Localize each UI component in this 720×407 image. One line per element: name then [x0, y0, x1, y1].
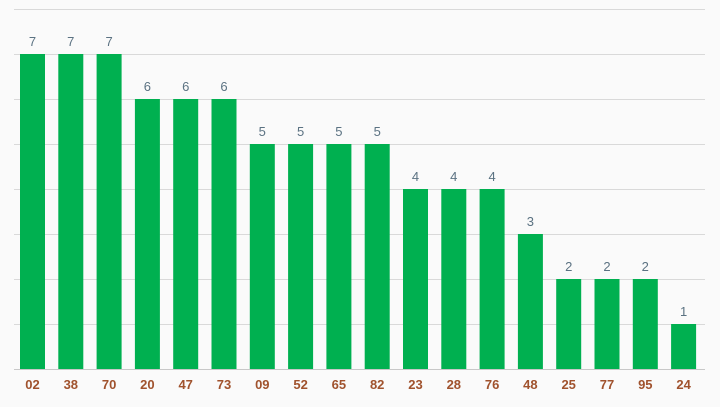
- value-label-76: 4: [488, 169, 495, 184]
- value-label-38: 7: [67, 34, 74, 49]
- value-label-48: 3: [527, 214, 534, 229]
- category-label-76: 76: [485, 377, 499, 392]
- value-label-95: 2: [642, 259, 649, 274]
- category-label-28: 28: [447, 377, 461, 392]
- bar-65: [326, 144, 352, 369]
- bar-47: [173, 99, 199, 369]
- bar-73: [211, 99, 237, 369]
- bar-09: [249, 144, 275, 369]
- grid-lines: [14, 9, 705, 370]
- value-label-24: 1: [680, 304, 687, 319]
- value-label-02: 7: [29, 34, 36, 49]
- bar-02: [20, 54, 45, 369]
- value-labels: 7 7 7 6 6 6 5 5 5 5 4 4 4 3 2 2 2 1: [29, 34, 687, 319]
- bars: [20, 54, 697, 369]
- bar-76: [479, 189, 505, 369]
- bar-28: [441, 189, 467, 369]
- value-label-77: 2: [603, 259, 610, 274]
- category-label-20: 20: [140, 377, 154, 392]
- value-label-20: 6: [144, 79, 151, 94]
- category-label-65: 65: [332, 377, 346, 392]
- category-label-24: 24: [676, 377, 691, 392]
- category-label-47: 47: [178, 377, 192, 392]
- value-label-73: 6: [220, 79, 227, 94]
- category-label-25: 25: [561, 377, 575, 392]
- bar-77: [594, 279, 620, 369]
- category-label-02: 02: [25, 377, 39, 392]
- category-label-38: 38: [64, 377, 78, 392]
- bar-25: [556, 279, 582, 369]
- value-label-23: 4: [412, 169, 419, 184]
- value-label-47: 6: [182, 79, 189, 94]
- category-label-70: 70: [102, 377, 116, 392]
- bar-20: [134, 99, 160, 369]
- value-label-82: 5: [374, 124, 381, 139]
- bar-23: [403, 189, 428, 369]
- bar-24: [671, 324, 697, 369]
- bar-82: [364, 144, 390, 369]
- category-label-73: 73: [217, 377, 231, 392]
- category-label-09: 09: [255, 377, 269, 392]
- value-label-70: 7: [105, 34, 112, 49]
- category-labels: 02 38 70 20 47 73 09 52 65 82 23 28 76 48 25 77 95 24: [25, 377, 691, 392]
- bar-70: [96, 54, 122, 369]
- category-label-82: 82: [370, 377, 384, 392]
- category-label-95: 95: [638, 377, 652, 392]
- category-label-48: 48: [523, 377, 537, 392]
- bar-38: [58, 54, 84, 369]
- category-label-52: 52: [293, 377, 307, 392]
- value-label-52: 5: [297, 124, 304, 139]
- value-label-28: 4: [450, 169, 457, 184]
- bar-48: [517, 234, 543, 369]
- value-label-25: 2: [565, 259, 572, 274]
- bar-52: [288, 144, 314, 369]
- value-label-09: 5: [259, 124, 266, 139]
- category-label-77: 77: [600, 377, 614, 392]
- bar-95: [632, 279, 658, 369]
- value-label-65: 5: [335, 124, 342, 139]
- category-label-23: 23: [408, 377, 422, 392]
